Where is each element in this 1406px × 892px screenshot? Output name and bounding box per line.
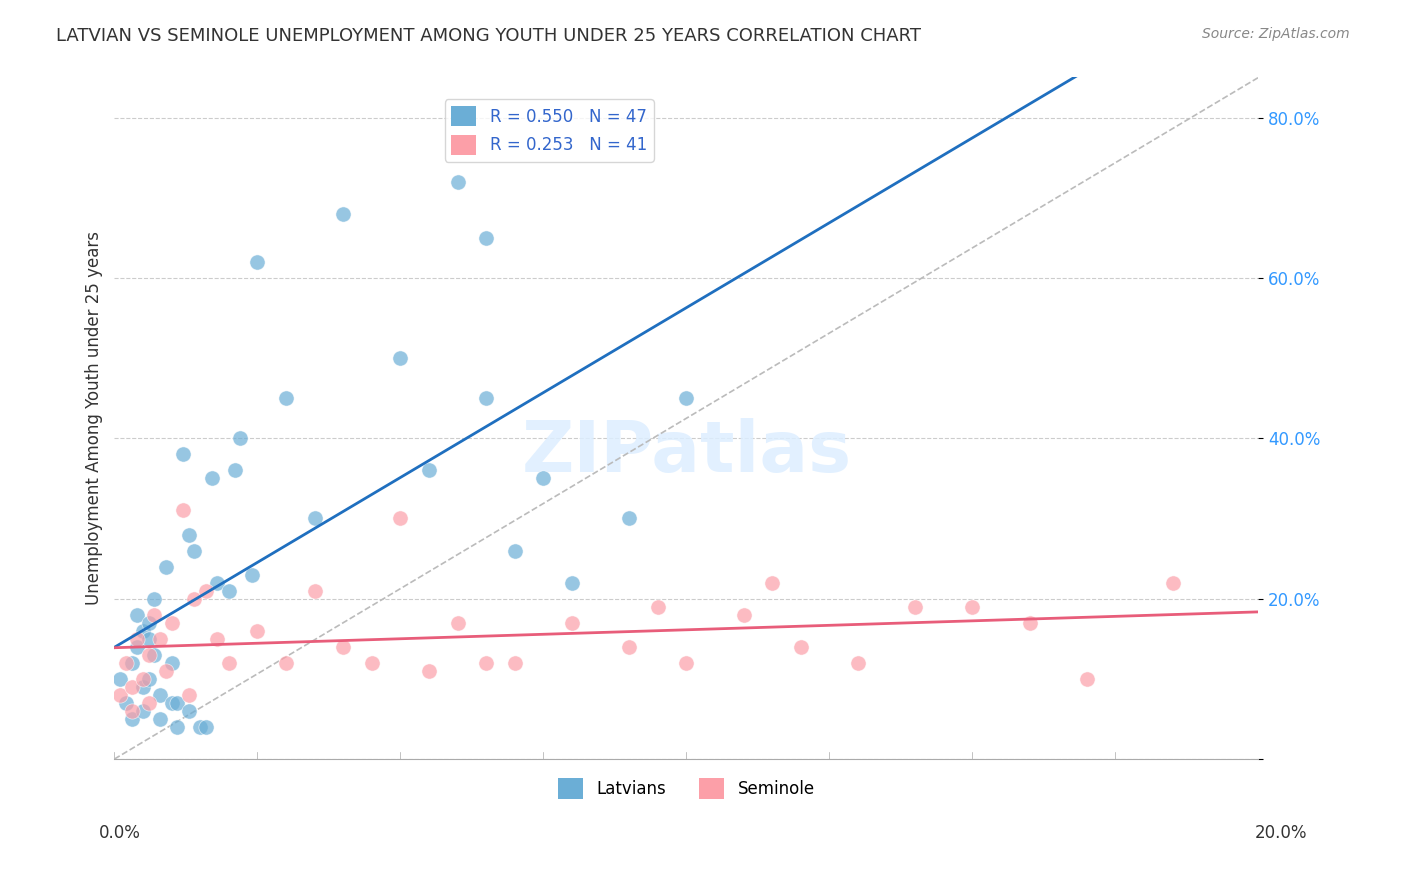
Point <box>1018 615 1040 630</box>
Point <box>194 583 217 598</box>
Point <box>389 351 412 365</box>
Point <box>304 583 326 598</box>
Point <box>115 696 138 710</box>
Point <box>207 632 229 646</box>
Point <box>360 656 382 670</box>
Point <box>108 688 131 702</box>
Point <box>160 615 183 630</box>
Point <box>619 511 641 525</box>
Point <box>149 632 172 646</box>
Point <box>160 696 183 710</box>
Text: 0.0%: 0.0% <box>98 824 141 842</box>
Point <box>533 471 555 485</box>
Point <box>229 431 252 445</box>
Point <box>389 511 412 525</box>
Point <box>172 503 194 517</box>
Point <box>675 391 697 405</box>
Point <box>188 720 211 734</box>
Point <box>201 471 224 485</box>
Point <box>446 615 468 630</box>
Point <box>218 656 240 670</box>
Point <box>143 607 166 622</box>
Point <box>332 207 354 221</box>
Point <box>149 712 172 726</box>
Point <box>132 704 155 718</box>
Point <box>274 391 297 405</box>
Text: 20.0%: 20.0% <box>1256 824 1308 842</box>
Point <box>143 591 166 606</box>
Point <box>647 599 669 614</box>
Point <box>418 664 440 678</box>
Point <box>904 599 927 614</box>
Point <box>183 591 205 606</box>
Point <box>246 255 269 269</box>
Point <box>166 720 188 734</box>
Point <box>177 527 200 541</box>
Text: LATVIAN VS SEMINOLE UNEMPLOYMENT AMONG YOUTH UNDER 25 YEARS CORRELATION CHART: LATVIAN VS SEMINOLE UNEMPLOYMENT AMONG Y… <box>56 27 921 45</box>
Point <box>274 656 297 670</box>
Point <box>475 231 498 245</box>
Point <box>304 511 326 525</box>
Point <box>561 615 583 630</box>
Point <box>246 624 269 638</box>
Point <box>132 672 155 686</box>
Point <box>177 704 200 718</box>
Point <box>332 640 354 654</box>
Point <box>675 656 697 670</box>
Point <box>218 583 240 598</box>
Point <box>155 559 177 574</box>
Point <box>149 688 172 702</box>
Point <box>127 632 149 646</box>
Point <box>733 607 755 622</box>
Point <box>446 175 468 189</box>
Point <box>138 672 160 686</box>
Point <box>224 463 246 477</box>
Point <box>503 543 526 558</box>
Point <box>475 391 498 405</box>
Point <box>561 575 583 590</box>
Point <box>1076 672 1098 686</box>
Point <box>132 680 155 694</box>
Point <box>790 640 813 654</box>
Point <box>962 599 984 614</box>
Point <box>138 615 160 630</box>
Point <box>503 656 526 670</box>
Point <box>155 664 177 678</box>
Point <box>132 624 155 638</box>
Point <box>121 680 143 694</box>
Point <box>475 656 498 670</box>
Point <box>121 656 143 670</box>
Point <box>121 712 143 726</box>
Point <box>1161 575 1184 590</box>
Point <box>183 543 205 558</box>
Point <box>127 640 149 654</box>
Text: ZIPatlas: ZIPatlas <box>522 417 852 487</box>
Y-axis label: Unemployment Among Youth under 25 years: Unemployment Among Youth under 25 years <box>86 231 103 606</box>
Point <box>143 648 166 662</box>
Point <box>177 688 200 702</box>
Legend: Latvians, Seminole: Latvians, Seminole <box>551 772 821 805</box>
Point <box>166 696 188 710</box>
Point <box>172 447 194 461</box>
Point <box>194 720 217 734</box>
Point <box>761 575 783 590</box>
Point <box>121 704 143 718</box>
Point <box>418 463 440 477</box>
Point <box>115 656 138 670</box>
Point <box>846 656 869 670</box>
Point <box>108 672 131 686</box>
Point <box>127 607 149 622</box>
Point <box>138 696 160 710</box>
Point <box>160 656 183 670</box>
Point <box>138 632 160 646</box>
Point <box>138 648 160 662</box>
Point <box>207 575 229 590</box>
Point <box>240 567 263 582</box>
Text: Source: ZipAtlas.com: Source: ZipAtlas.com <box>1202 27 1350 41</box>
Point <box>619 640 641 654</box>
